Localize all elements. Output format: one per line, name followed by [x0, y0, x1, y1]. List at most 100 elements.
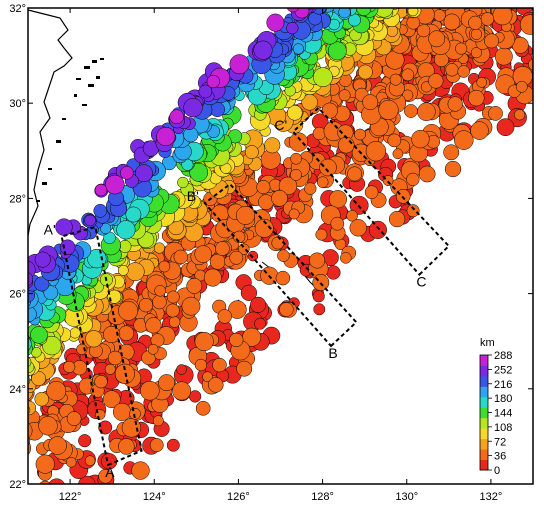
earthquake-marker [470, 28, 483, 40]
earthquake-marker [169, 109, 185, 125]
earthquake-marker [488, 106, 503, 121]
earthquake-marker [468, 89, 485, 107]
profile-box [203, 182, 358, 348]
earthquake-marker [17, 411, 28, 422]
colorbar-tick-label: 216 [494, 379, 512, 391]
colorbar-unit: km [480, 337, 495, 349]
earthquake-marker [515, 80, 528, 93]
earthquake-marker [34, 251, 51, 268]
earthquake-marker [138, 298, 154, 313]
earthquake-marker [392, 148, 404, 160]
earthquake-marker [406, 204, 420, 218]
map-frame [27, 7, 534, 485]
earthquake-marker [129, 407, 141, 420]
colorbar-band [480, 417, 488, 429]
earthquake-marker [327, 41, 347, 61]
earthquake-marker [229, 54, 250, 75]
x-tick-label: 124° [143, 491, 166, 503]
depth-colorbar: km 288 252 216 180 144 108 72 36 0 [479, 337, 512, 477]
colorbar-tick-label: 36 [494, 451, 506, 463]
earthquake-marker [65, 456, 77, 468]
earthquake-marker [290, 168, 302, 181]
earthquake-marker [99, 222, 112, 235]
earthquake-marker [347, 166, 363, 182]
earthquake-marker [28, 343, 29, 350]
earthquake-marker [147, 343, 159, 355]
earthquake-marker [288, 132, 309, 152]
earthquake-marker [482, 8, 486, 9]
earthquake-marker [288, 208, 300, 220]
earthquake-marker [411, 129, 430, 149]
earthquake-marker [38, 416, 58, 436]
earthquake-marker [389, 73, 402, 86]
earthquake-marker [355, 8, 359, 9]
y-tick-label: 24° [9, 384, 26, 396]
earthquake-marker [35, 454, 55, 474]
earthquake-marker [93, 203, 108, 218]
earthquake-marker [364, 185, 379, 200]
earthquake-marker [286, 8, 300, 13]
colorbar-band [480, 449, 488, 461]
earthquake-marker [406, 172, 420, 187]
earthquake-marker [215, 241, 230, 256]
earthquake-marker [198, 84, 213, 99]
earthquake-marker [76, 343, 88, 355]
earthquake-marker [292, 43, 304, 55]
earthquake-marker [134, 164, 153, 183]
profile-start-label: C [416, 274, 426, 290]
earthquake-marker [388, 210, 406, 228]
earthquake-marker [217, 309, 232, 324]
earthquake-marker [158, 260, 171, 273]
earthquake-marker [84, 214, 96, 227]
earthquake-marker [117, 265, 129, 276]
earthquake-marker [483, 0, 496, 7]
earthquake-marker [386, 25, 399, 37]
earthquake-marker [330, 216, 345, 231]
profile-box [60, 225, 143, 467]
earthquake-marker [120, 166, 134, 180]
earthquake-marker [344, 0, 355, 6]
earthquake-marker [387, 133, 402, 148]
earthquake-marker [94, 375, 108, 389]
earthquake-marker [194, 331, 214, 352]
earthquake-marker [102, 390, 121, 409]
earthquake-marker [457, 65, 470, 78]
earthquake-marker [202, 371, 213, 383]
earthquake-marker [66, 411, 82, 426]
earthquake-marker [12, 346, 24, 358]
earthquake-marker [116, 220, 136, 240]
profile-box [291, 106, 451, 277]
y-tick-label: 28° [9, 193, 26, 205]
earthquake-marker [30, 326, 48, 344]
x-tick-label: 126° [227, 491, 250, 503]
earthquake-marker [189, 162, 209, 182]
colorbar-tick-label: 72 [494, 436, 506, 448]
colorbar-bands [479, 354, 489, 471]
earthquake-marker [362, 94, 379, 111]
profile-labels: A A' B B' C C' [44, 117, 427, 480]
earthquake-marker [321, 102, 338, 119]
earthquake-marker [445, 63, 459, 77]
earthquake-marker [514, 109, 526, 121]
earthquake-marker [31, 371, 47, 386]
earthquake-marker [84, 455, 96, 466]
earthquake-marker [480, 12, 495, 26]
x-tick-label: 130° [395, 491, 418, 503]
earthquake-marker [194, 358, 208, 372]
earthquake-marker [94, 183, 108, 197]
earthquake-marker [256, 180, 271, 195]
earthquake-marker [181, 296, 201, 316]
earthquake-marker [365, 141, 387, 162]
earthquake-marker [428, 30, 446, 48]
profile-start-label: B [328, 345, 337, 361]
profile-end-label: A' [44, 221, 56, 237]
y-tick-label: 32° [9, 3, 26, 15]
earthquake-marker [328, 190, 347, 209]
colorbar-tick-label: 288 [494, 350, 512, 362]
colorbar-band [480, 375, 488, 387]
earthquake-marker [42, 335, 62, 356]
earthquake-marker [177, 176, 189, 189]
earthquake-marker [172, 381, 192, 401]
earthquake-marker [28, 422, 33, 439]
